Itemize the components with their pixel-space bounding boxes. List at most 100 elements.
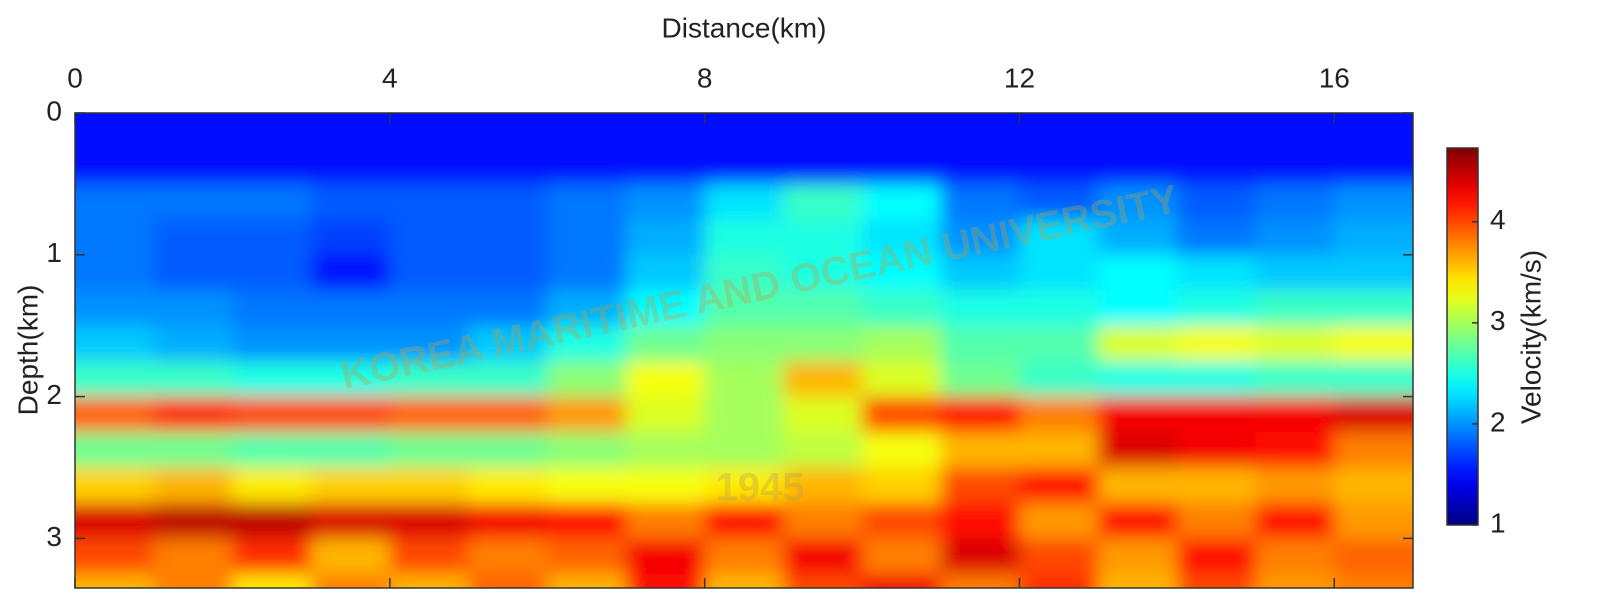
heatmap-cell bbox=[154, 290, 233, 326]
heatmap-cell bbox=[547, 361, 626, 397]
heatmap-cell bbox=[547, 83, 626, 149]
heatmap-cell bbox=[1177, 290, 1256, 326]
heatmap-cell bbox=[232, 361, 311, 397]
heatmap-cell bbox=[154, 432, 233, 468]
heatmap-cell bbox=[705, 326, 784, 362]
heatmap-cell bbox=[783, 538, 862, 574]
heatmap-cell bbox=[862, 503, 941, 539]
heatmap-cell bbox=[783, 397, 862, 433]
heatmap-cell bbox=[783, 432, 862, 468]
heatmap-cell bbox=[941, 538, 1020, 574]
heatmap-cell bbox=[390, 467, 469, 503]
heatmap-cell bbox=[1256, 219, 1335, 255]
heatmap-cell bbox=[469, 432, 548, 468]
x-tick-label: 12 bbox=[1004, 62, 1035, 93]
heatmap-cell bbox=[783, 148, 862, 184]
heatmap-cell bbox=[547, 432, 626, 468]
heatmap-cells bbox=[45, 83, 1444, 603]
heatmap-cell bbox=[469, 255, 548, 291]
heatmap-cell bbox=[232, 538, 311, 574]
heatmap-cell bbox=[1334, 538, 1443, 574]
heatmap-cell bbox=[390, 219, 469, 255]
heatmap-cell bbox=[1177, 83, 1256, 149]
heatmap-cell bbox=[705, 361, 784, 397]
heatmap-cell bbox=[1334, 219, 1443, 255]
heatmap-cell bbox=[862, 361, 941, 397]
x-tick-label: 0 bbox=[67, 62, 83, 93]
x-tick-label: 8 bbox=[697, 62, 713, 93]
heatmap-cell bbox=[469, 219, 548, 255]
heatmap-cell bbox=[232, 184, 311, 220]
heatmap-cell bbox=[1177, 184, 1256, 220]
heatmap-cell bbox=[1256, 538, 1335, 574]
heatmap-cell bbox=[1177, 467, 1256, 503]
heatmap-cell bbox=[783, 361, 862, 397]
heatmap-cell bbox=[232, 503, 311, 539]
heatmap-cell bbox=[547, 219, 626, 255]
heatmap-cell bbox=[1098, 467, 1177, 503]
heatmap-cell bbox=[941, 361, 1020, 397]
heatmap-cell bbox=[1098, 503, 1177, 539]
heatmap-cell bbox=[1334, 397, 1443, 433]
heatmap-cell bbox=[626, 148, 705, 184]
heatmap-cell bbox=[547, 538, 626, 574]
heatmap-cell bbox=[311, 538, 390, 574]
y-axis-title: Depth(km) bbox=[12, 285, 43, 416]
colorbar-tick-label: 2 bbox=[1490, 406, 1506, 437]
heatmap-cell bbox=[469, 397, 548, 433]
x-axis-title: Distance(km) bbox=[662, 12, 827, 43]
heatmap-cell bbox=[45, 290, 154, 326]
y-tick-label: 2 bbox=[46, 379, 62, 410]
heatmap-cell bbox=[232, 290, 311, 326]
heatmap-cell bbox=[862, 467, 941, 503]
heatmap-cell bbox=[783, 83, 862, 149]
heatmap-cell bbox=[469, 148, 548, 184]
heatmap-cell bbox=[862, 83, 941, 149]
heatmap-cell bbox=[1098, 290, 1177, 326]
heatmap-cell bbox=[45, 148, 154, 184]
heatmap-cell bbox=[390, 83, 469, 149]
heatmap-cell bbox=[941, 148, 1020, 184]
heatmap-cell bbox=[862, 326, 941, 362]
heatmap-cell bbox=[311, 467, 390, 503]
heatmap-cell bbox=[1098, 397, 1177, 433]
heatmap-cell bbox=[469, 184, 548, 220]
colorbar-tick-label: 4 bbox=[1490, 204, 1506, 235]
heatmap-cell bbox=[45, 432, 154, 468]
heatmap-cell bbox=[1177, 432, 1256, 468]
heatmap-cell bbox=[1019, 467, 1098, 503]
heatmap-cell bbox=[390, 397, 469, 433]
heatmap-cell bbox=[1177, 255, 1256, 291]
y-tick-label: 0 bbox=[46, 95, 62, 126]
x-tick-label: 16 bbox=[1319, 62, 1350, 93]
heatmap-cell bbox=[862, 538, 941, 574]
y-tick-label: 1 bbox=[46, 237, 62, 268]
watermark-year: 1945 bbox=[716, 466, 805, 510]
heatmap-cell bbox=[390, 538, 469, 574]
heatmap-cell bbox=[154, 326, 233, 362]
heatmap-cell bbox=[154, 83, 233, 149]
heatmap-cell bbox=[154, 503, 233, 539]
heatmap-cell bbox=[1334, 503, 1443, 539]
heatmap-cell bbox=[862, 148, 941, 184]
heatmap-cell bbox=[1098, 361, 1177, 397]
heatmap-cell bbox=[311, 290, 390, 326]
heatmap-cell bbox=[1019, 326, 1098, 362]
colorbar bbox=[1447, 148, 1478, 525]
heatmap-cell bbox=[232, 397, 311, 433]
heatmap-cell bbox=[941, 503, 1020, 539]
heatmap-cell bbox=[390, 148, 469, 184]
heatmap-cell bbox=[1019, 503, 1098, 539]
heatmap-cell bbox=[154, 361, 233, 397]
heatmap-cell bbox=[626, 432, 705, 468]
heatmap-cell bbox=[783, 184, 862, 220]
heatmap-cell bbox=[469, 503, 548, 539]
heatmap-cell bbox=[1098, 83, 1177, 149]
heatmap-cell bbox=[1019, 397, 1098, 433]
heatmap-cell bbox=[390, 255, 469, 291]
heatmap-cell bbox=[626, 361, 705, 397]
heatmap-cell bbox=[862, 184, 941, 220]
heatmap-cell bbox=[862, 290, 941, 326]
heatmap-cell bbox=[1098, 538, 1177, 574]
heatmap-cell bbox=[45, 326, 154, 362]
